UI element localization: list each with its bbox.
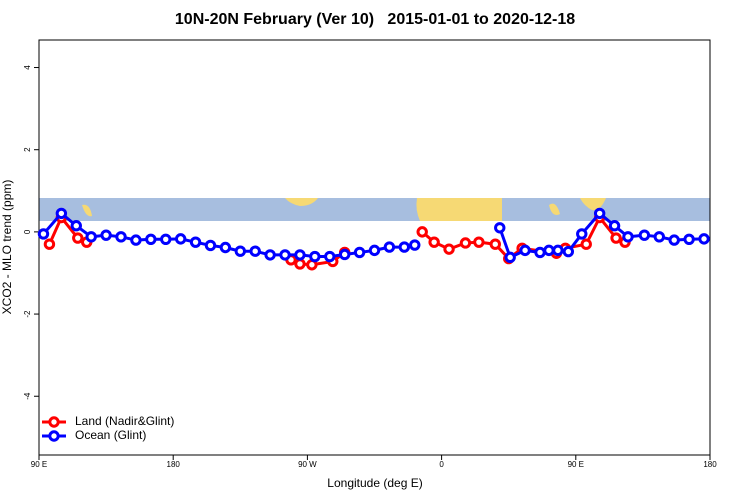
data-point: [494, 222, 506, 234]
data-point: [37, 228, 50, 240]
data-point: [160, 233, 172, 245]
data-point: [204, 239, 217, 252]
data-point: [43, 238, 56, 250]
data-point: [543, 244, 555, 257]
x-tick-label: 90 E: [31, 460, 47, 469]
data-point: [55, 207, 68, 220]
data-point: [174, 233, 187, 245]
data-point: [416, 226, 428, 238]
data-point: [534, 246, 546, 259]
data-point: [234, 245, 247, 257]
data-point: [552, 244, 564, 257]
data-point: [398, 241, 411, 253]
data-point: [324, 250, 336, 263]
data-point: [294, 249, 306, 261]
data-point: [309, 250, 321, 263]
data-point: [576, 228, 588, 240]
data-point: [653, 231, 666, 243]
data-point: [622, 231, 634, 243]
data-point: [130, 234, 142, 246]
data-point: [610, 232, 622, 244]
x-tick-label: 90 E: [568, 460, 584, 469]
y-tick-label: 2: [23, 147, 32, 152]
data-point: [85, 231, 97, 243]
data-point: [519, 244, 531, 257]
map-strip: [39, 198, 710, 221]
data-point: [668, 234, 680, 246]
data-point: [409, 239, 421, 251]
data-point: [683, 233, 695, 245]
data-point: [608, 220, 621, 232]
data-point: [593, 207, 606, 220]
y-tick-label: -4: [23, 392, 32, 400]
data-point: [368, 244, 381, 257]
chart-title: 10N-20N February (Ver 10) 2015-01-01 to …: [175, 11, 575, 28]
data-point: [638, 229, 651, 241]
data-point: [100, 229, 112, 241]
legend-marker: [48, 416, 60, 428]
data-point: [115, 231, 127, 243]
legend-marker: [48, 430, 60, 442]
data-point: [580, 238, 592, 250]
data-point: [473, 236, 485, 248]
legend-label: Ocean (Glint): [75, 428, 146, 442]
data-point: [489, 238, 501, 250]
data-point: [459, 237, 472, 249]
data-point: [145, 233, 157, 245]
legend-label: Land (Nadir&Glint): [75, 414, 174, 428]
data-point: [383, 241, 396, 253]
y-tick-label: -2: [23, 310, 32, 318]
x-tick-label: 180: [703, 460, 717, 469]
data-point: [72, 232, 84, 244]
y-tick-label: 0: [23, 229, 32, 234]
data-point: [443, 243, 455, 255]
x-tick-label: 180: [167, 460, 181, 469]
data-point: [562, 245, 575, 258]
data-point: [428, 236, 440, 248]
x-tick-label: 90 W: [298, 460, 317, 469]
plot-frame: [38, 39, 711, 456]
data-point: [698, 233, 710, 245]
y-axis-label: XCO2 - MLO trend (ppm): [0, 180, 14, 315]
data-point: [279, 249, 291, 261]
data-point: [353, 246, 366, 259]
data-point: [338, 248, 351, 261]
data-point: [294, 258, 306, 270]
data-point: [504, 251, 516, 264]
data-point: [70, 220, 82, 232]
data-point: [264, 249, 276, 261]
data-point: [249, 245, 261, 257]
x-axis-label: Longitude (deg E): [327, 476, 422, 490]
x-tick-label: 0: [439, 460, 444, 469]
y-tick-label: 4: [23, 65, 32, 70]
data-point: [219, 241, 232, 254]
data-point: [189, 236, 202, 248]
